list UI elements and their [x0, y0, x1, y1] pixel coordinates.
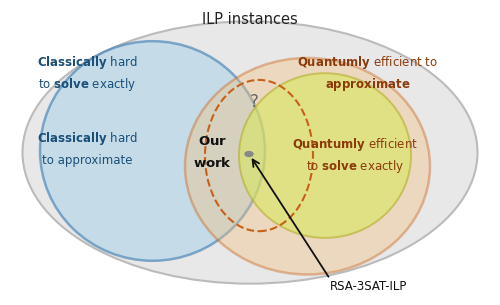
Text: $\mathbf{Classically}$ hard: $\mathbf{Classically}$ hard: [37, 54, 138, 71]
Ellipse shape: [239, 73, 411, 238]
Text: $\mathbf{Quantumly}$ efficient to: $\mathbf{Quantumly}$ efficient to: [297, 54, 438, 71]
Ellipse shape: [185, 58, 430, 274]
Text: $\mathbf{Quantumly}$ efficient: $\mathbf{Quantumly}$ efficient: [292, 136, 418, 153]
Text: $\mathbf{approximate}$: $\mathbf{approximate}$: [325, 76, 410, 93]
Text: $\mathbf{Classically}$ hard: $\mathbf{Classically}$ hard: [37, 130, 138, 147]
Text: to $\mathbf{solve}$ exactly: to $\mathbf{solve}$ exactly: [38, 76, 136, 93]
Ellipse shape: [40, 41, 265, 261]
Text: RSA-3SAT-ILP: RSA-3SAT-ILP: [330, 280, 407, 293]
Text: ?: ?: [250, 93, 258, 111]
Text: ILP instances: ILP instances: [202, 12, 298, 27]
Text: $\mathbf{work}$: $\mathbf{work}$: [193, 156, 232, 170]
Ellipse shape: [22, 21, 477, 284]
Text: to $\mathbf{solve}$ exactly: to $\mathbf{solve}$ exactly: [306, 158, 404, 175]
Text: $\mathbf{Our}$: $\mathbf{Our}$: [198, 135, 227, 148]
Circle shape: [245, 152, 253, 156]
Text: to approximate: to approximate: [42, 154, 133, 167]
